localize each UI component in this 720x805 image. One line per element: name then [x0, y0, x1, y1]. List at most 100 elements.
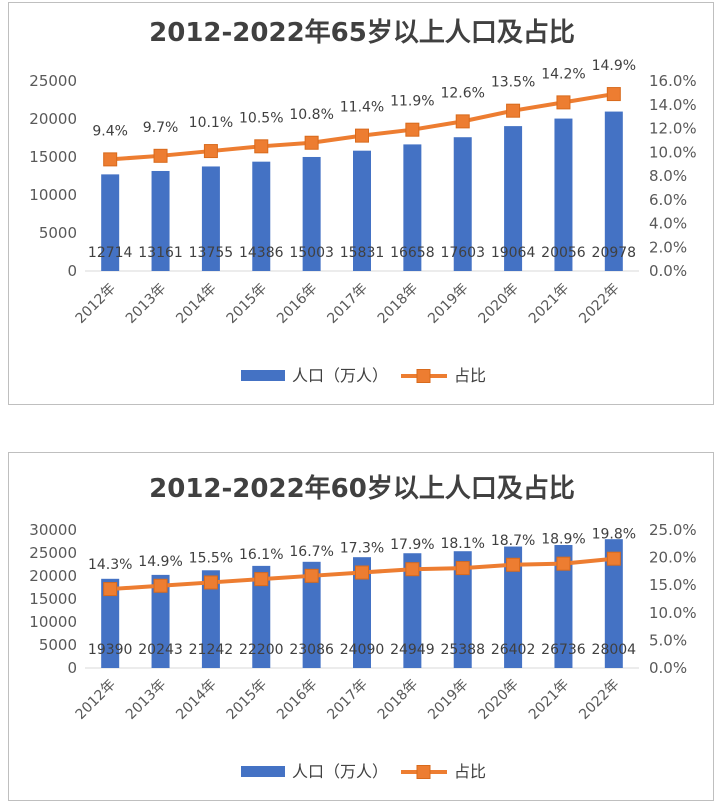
line-marker: [606, 87, 621, 102]
line-value-label: 9.7%: [143, 120, 179, 136]
line-marker: [506, 103, 521, 118]
left-axis-tick-label: 10000: [29, 613, 77, 631]
bar-value-label: 15831: [340, 245, 385, 261]
category-label: 2019年: [425, 677, 471, 723]
legend-swatch-bars: [241, 766, 285, 777]
category-label: 2013年: [123, 677, 169, 723]
bar-value-label: 16658: [390, 245, 435, 261]
line-value-label: 17.3%: [340, 541, 384, 557]
bar: [403, 144, 422, 271]
chart-title: 2012-2022年65岁以上人口及占比: [149, 17, 575, 48]
right-axis-tick-label: 14.0%: [649, 96, 697, 114]
bar-value-label: 25388: [440, 642, 485, 658]
right-axis-tick-label: 5.0%: [649, 631, 687, 649]
right-axis-tick-label: 8.0%: [649, 167, 687, 185]
category-label: 2012年: [73, 281, 119, 327]
line-value-label: 11.4%: [340, 100, 384, 116]
legend-label-line: 占比: [454, 366, 486, 385]
left-axis-tick-label: 0: [67, 262, 77, 280]
line-value-label: 18.9%: [541, 532, 585, 548]
bar: [201, 570, 220, 668]
line-value-label: 10.1%: [189, 115, 233, 131]
right-axis-tick-label: 4.0%: [649, 215, 687, 233]
line-value-label: 19.8%: [592, 527, 636, 543]
bar: [554, 118, 573, 271]
right-axis-tick-label: 12.0%: [649, 120, 697, 138]
bar-value-label: 24090: [340, 642, 385, 658]
line-marker: [254, 572, 269, 587]
right-axis-tick-label: 25.0%: [649, 521, 697, 539]
legend-marker-line: [416, 369, 431, 383]
bar: [201, 166, 220, 271]
bar: [353, 557, 371, 668]
line-value-label: 13.5%: [491, 75, 535, 91]
right-axis-tick-label: 10.0%: [649, 604, 697, 622]
line-value-label: 14.3%: [88, 557, 132, 573]
line-value-label: 12.6%: [440, 85, 484, 101]
bar: [504, 546, 523, 668]
bar: [151, 170, 170, 271]
chart-panel-60: 2012-2022年60岁以上人口及占比 30000 25000 20000 15000…: [8, 452, 714, 801]
left-axis-tick-label: 5000: [39, 636, 77, 654]
line-marker: [304, 135, 319, 150]
line-value-label: 10.5%: [239, 110, 283, 126]
left-axis-tick-label: 15000: [29, 590, 77, 608]
right-axis-tick-label: 20.0%: [649, 549, 697, 567]
bar: [101, 578, 120, 668]
bar-value-label: 22200: [239, 642, 284, 658]
line-value-label: 11.9%: [390, 94, 434, 110]
line-marker: [254, 139, 269, 154]
bar: [302, 156, 321, 271]
line-value-label: 16.7%: [289, 544, 333, 560]
chart-65-plus: 2012-2022年65岁以上人口及占比 25000 20000 15000 10000…: [29, 17, 697, 385]
category-label: 2022年: [576, 677, 622, 723]
category-label: 2018年: [375, 281, 421, 327]
bar-value-label: 28004: [592, 642, 637, 658]
legend-label-bars: 人口（万人）: [292, 762, 388, 781]
line-value-label: 10.8%: [289, 107, 333, 123]
line-marker: [103, 152, 118, 167]
category-label: 2017年: [324, 281, 370, 327]
category-label: 2016年: [274, 677, 320, 723]
line-marker: [203, 144, 218, 159]
line-value-label: 14.9%: [592, 58, 636, 74]
left-axis-tick-label: 20000: [29, 567, 77, 585]
bar: [554, 545, 573, 668]
category-label: 2014年: [173, 677, 219, 723]
bar-value-label: 20978: [592, 245, 637, 261]
line-value-label: 15.5%: [189, 550, 233, 566]
line-marker: [153, 148, 168, 163]
line-marker: [506, 557, 521, 572]
right-axis-tick-label: 10.0%: [649, 143, 697, 161]
right-axis-tick-label: 2.0%: [649, 238, 687, 256]
bar: [252, 161, 271, 271]
bar-value-label: 21242: [189, 642, 234, 658]
bar: [403, 553, 422, 668]
right-axis-tick-label: 0.0%: [649, 659, 687, 677]
line-marker: [355, 128, 369, 143]
legend-swatch-bars: [241, 370, 285, 381]
category-label: 2020年: [476, 281, 522, 327]
line-marker: [455, 114, 470, 129]
bar-value-label: 20056: [541, 245, 586, 261]
category-label: 2021年: [526, 281, 572, 327]
left-axis-tick-label: 25000: [29, 544, 77, 562]
category-label: 2012年: [73, 677, 119, 723]
bar: [252, 565, 271, 668]
line-value-label: 14.9%: [138, 554, 182, 570]
bar: [101, 174, 120, 271]
bar-value-label: 13161: [138, 245, 183, 261]
bar-value-label: 26736: [541, 642, 586, 658]
line-value-label: 14.2%: [541, 66, 585, 82]
category-label: 2022年: [576, 281, 622, 327]
line-marker: [606, 551, 621, 566]
line-value-label: 16.1%: [239, 547, 283, 563]
category-label: 2021年: [526, 677, 572, 723]
line-value-label: 18.7%: [491, 533, 535, 549]
bar-value-label: 24949: [390, 642, 435, 658]
bar-value-label: 13755: [189, 245, 234, 261]
left-axis-tick-label: 20000: [29, 110, 77, 128]
category-label: 2019年: [425, 281, 471, 327]
bar: [353, 150, 371, 271]
left-axis-tick-label: 30000: [29, 521, 77, 539]
